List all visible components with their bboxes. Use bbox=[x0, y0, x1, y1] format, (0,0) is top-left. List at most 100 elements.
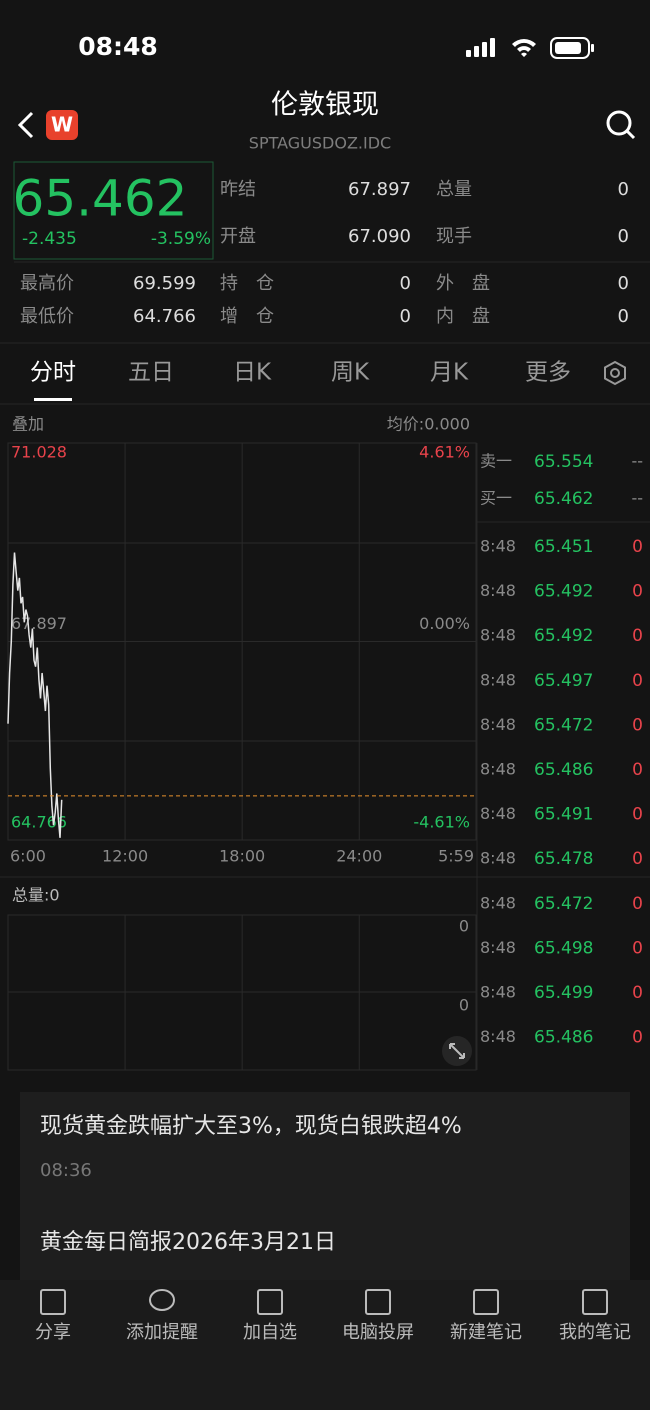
news-time: 08:36 bbox=[40, 1160, 92, 1181]
trade-price: 65.478 bbox=[534, 849, 593, 869]
x-tick-label: 6:00 bbox=[10, 847, 46, 866]
x-tick-label: 24:00 bbox=[336, 847, 382, 866]
tab[interactable]: 日K bbox=[233, 360, 272, 386]
trade-volume: 0 bbox=[632, 671, 643, 691]
trade-time: 8:48 bbox=[480, 1027, 516, 1046]
toolbar-label[interactable]: 添加提醒 bbox=[126, 1322, 198, 1343]
price-box bbox=[13, 161, 214, 260]
stat-value: 0 bbox=[400, 273, 411, 294]
stat-value: 0 bbox=[618, 306, 629, 327]
tab-indicator bbox=[34, 398, 72, 401]
trade-volume: 0 bbox=[632, 626, 643, 646]
toolbar-icon bbox=[40, 1289, 66, 1315]
toolbar-icon bbox=[473, 1289, 499, 1315]
stat-label: 内 盘 bbox=[436, 306, 490, 327]
news-title[interactable]: 黄金每日简报2026年3月21日 bbox=[40, 1230, 336, 1255]
trade-volume: 0 bbox=[632, 715, 643, 735]
tab[interactable]: 更多 bbox=[525, 360, 571, 386]
x-tick-label: 5:59 bbox=[438, 847, 474, 866]
stat-value: 0 bbox=[400, 306, 411, 327]
symbol-code: SPTAGUSDOZ.IDC bbox=[249, 134, 391, 153]
stat-value: 64.766 bbox=[133, 306, 196, 327]
news-title[interactable]: 现货黄金跌幅扩大至3%，现货白银跌超4% bbox=[40, 1114, 462, 1139]
x-tick-label: 18:00 bbox=[219, 847, 265, 866]
stat-label: 总量 bbox=[436, 179, 472, 200]
trade-price: 65.486 bbox=[534, 1028, 593, 1048]
pct-tick-label: 4.61% bbox=[419, 443, 470, 462]
last-price: 65.462 bbox=[13, 170, 188, 228]
stat-value: 69.599 bbox=[133, 273, 196, 294]
book-price: 65.554 bbox=[534, 452, 593, 472]
trade-price: 65.499 bbox=[534, 983, 593, 1003]
trade-volume: 0 bbox=[632, 849, 643, 869]
page-title: 伦敦银现 bbox=[271, 90, 379, 121]
y-tick-label: 71.028 bbox=[11, 443, 67, 462]
trade-time: 8:48 bbox=[480, 670, 516, 689]
price-line bbox=[7, 552, 63, 838]
trade-price: 65.497 bbox=[534, 671, 593, 691]
tab[interactable]: 周K bbox=[331, 360, 370, 386]
stat-value: 0 bbox=[618, 226, 629, 247]
trade-volume: 0 bbox=[632, 1028, 643, 1048]
trade-time: 8:48 bbox=[480, 938, 516, 957]
price-change-pct: -3.59% bbox=[151, 229, 211, 249]
stat-label: 昨结 bbox=[220, 179, 256, 200]
trade-time: 8:48 bbox=[480, 760, 516, 779]
trade-price: 65.486 bbox=[534, 760, 593, 780]
book-volume: -- bbox=[631, 489, 643, 508]
volume-label: 0 bbox=[459, 917, 469, 936]
expand-button[interactable] bbox=[442, 1036, 472, 1066]
trade-price: 65.492 bbox=[534, 582, 593, 602]
trade-time: 8:48 bbox=[480, 581, 516, 600]
price-change: -2.435 bbox=[22, 229, 77, 249]
trade-price: 65.492 bbox=[534, 626, 593, 646]
stat-value: 67.897 bbox=[348, 179, 411, 200]
stat-value: 0 bbox=[618, 179, 629, 200]
trade-volume: 0 bbox=[632, 805, 643, 825]
tab[interactable]: 五日 bbox=[128, 360, 174, 386]
search-button[interactable] bbox=[606, 110, 636, 140]
trade-price: 65.491 bbox=[534, 805, 593, 825]
tab[interactable]: 分时 bbox=[30, 360, 76, 386]
stat-label: 最高价 bbox=[20, 273, 74, 294]
status-time: 08:48 bbox=[78, 32, 158, 61]
toolbar-label[interactable]: 加自选 bbox=[243, 1322, 297, 1343]
avg-price: 均价:0.000 bbox=[387, 415, 470, 434]
volume-label: 0 bbox=[459, 996, 469, 1015]
toolbar-label[interactable]: 分享 bbox=[35, 1322, 71, 1343]
toolbar-icon bbox=[257, 1289, 283, 1315]
trade-price: 65.451 bbox=[534, 537, 593, 557]
pct-tick-label: -4.61% bbox=[413, 813, 470, 832]
trade-volume: 0 bbox=[632, 760, 643, 780]
trade-time: 8:48 bbox=[480, 849, 516, 868]
trade-price: 65.498 bbox=[534, 938, 593, 958]
stat-label: 最低价 bbox=[20, 306, 74, 327]
badge-letter: W bbox=[51, 113, 73, 137]
trade-time: 8:48 bbox=[480, 537, 516, 556]
toolbar-icon bbox=[149, 1289, 175, 1311]
trade-volume: 0 bbox=[632, 894, 643, 914]
trade-time: 8:48 bbox=[480, 715, 516, 734]
tab[interactable]: 月K bbox=[430, 360, 469, 386]
overlay-button[interactable]: 叠加 bbox=[12, 415, 44, 434]
status-icons bbox=[466, 37, 594, 59]
stat-value: 67.090 bbox=[348, 226, 411, 247]
trade-volume: 0 bbox=[632, 537, 643, 557]
stat-label: 持 仓 bbox=[220, 273, 274, 294]
toolbar-label[interactable]: 新建笔记 bbox=[450, 1322, 522, 1343]
trade-volume: 0 bbox=[632, 582, 643, 602]
trade-time: 8:48 bbox=[480, 983, 516, 1002]
news-card bbox=[20, 1092, 630, 1292]
pct-tick-label: 0.00% bbox=[419, 614, 470, 633]
book-price: 65.462 bbox=[534, 489, 593, 509]
toolbar-label[interactable]: 电脑投屏 bbox=[342, 1322, 414, 1343]
back-button[interactable] bbox=[17, 111, 34, 139]
stat-label: 开盘 bbox=[220, 226, 256, 247]
toolbar-icon bbox=[582, 1289, 608, 1315]
settings-button[interactable] bbox=[604, 360, 626, 386]
y-tick-label: 67.897 bbox=[11, 614, 67, 633]
trade-time: 8:48 bbox=[480, 893, 516, 912]
toolbar-label[interactable]: 我的笔记 bbox=[559, 1322, 631, 1343]
trade-volume: 0 bbox=[632, 983, 643, 1003]
